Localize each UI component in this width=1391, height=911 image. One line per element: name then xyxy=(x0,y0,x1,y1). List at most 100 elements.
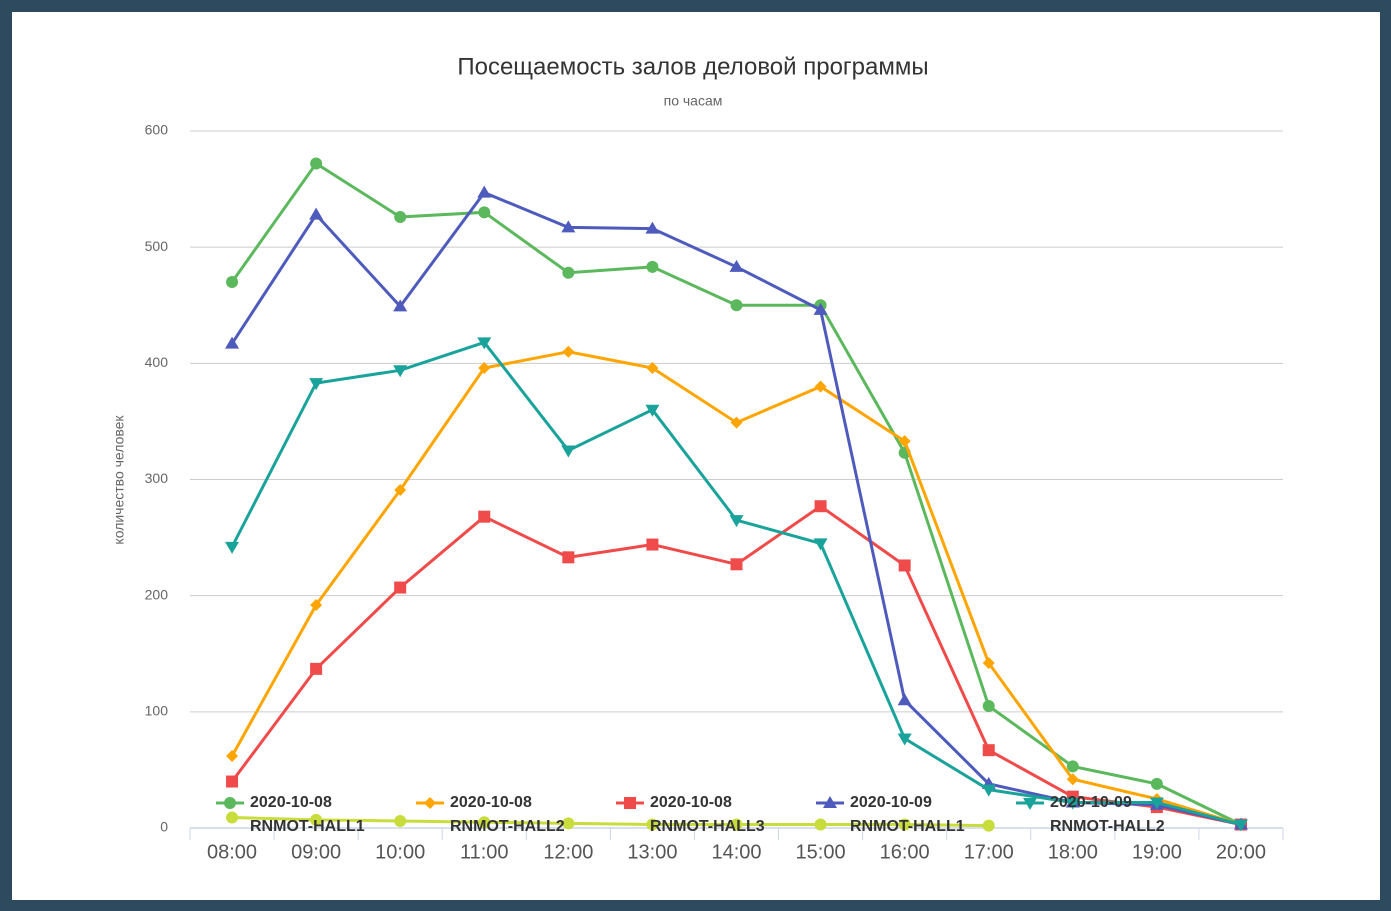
x-tick-label: 18:00 xyxy=(1048,841,1098,863)
data-point xyxy=(646,818,659,831)
series-line xyxy=(231,816,989,828)
data-point xyxy=(309,207,324,220)
x-tick-label: 08:00 xyxy=(207,841,257,863)
legend-item[interactable]: 2020-10-08 RNMOT-HALL3 xyxy=(614,791,780,839)
legend-label: 2020-10-09 RNMOT-HALL1 xyxy=(850,794,965,835)
legend-icon xyxy=(816,796,844,808)
data-point xyxy=(730,416,743,429)
x-tick-label: 16:00 xyxy=(880,841,930,863)
data-point xyxy=(310,813,323,826)
legend-label: 2020-10-09 RNMOT-HALL2 xyxy=(1050,794,1165,835)
chart-title: Посещаемость залов деловой программы xyxy=(457,53,928,80)
data-point xyxy=(729,259,744,272)
data-point xyxy=(478,816,491,829)
data-point xyxy=(898,435,911,448)
legend-marker xyxy=(224,797,236,809)
data-point xyxy=(898,818,911,831)
data-point xyxy=(898,559,911,572)
data-point xyxy=(981,784,996,797)
data-point xyxy=(226,276,239,289)
legend-label: 2020-10-08 RNMOT-HALL1 xyxy=(250,794,365,835)
data-point xyxy=(982,657,995,670)
data-point xyxy=(1066,773,1079,786)
data-point xyxy=(562,266,575,279)
x-tick-label: 12:00 xyxy=(543,841,593,863)
data-point xyxy=(394,210,407,223)
legend-item[interactable]: 2020-10-09 RNMOT-HALL2 xyxy=(1014,791,1180,839)
legend-marker xyxy=(424,797,436,809)
x-tick-label: 14:00 xyxy=(711,841,761,863)
data-point xyxy=(645,221,660,234)
data-point xyxy=(562,551,575,564)
data-point xyxy=(814,500,827,513)
data-point xyxy=(226,811,239,824)
data-point xyxy=(226,775,239,788)
x-tick-label: 09:00 xyxy=(291,841,341,863)
legend-icon xyxy=(616,797,644,809)
data-point xyxy=(394,581,407,594)
data-point xyxy=(813,538,828,551)
series-line xyxy=(230,504,1242,826)
data-point xyxy=(226,749,239,762)
data-point xyxy=(897,733,912,746)
legend-icon xyxy=(416,797,444,809)
y-tick-label: 300 xyxy=(145,470,169,486)
x-tick-label: 11:00 xyxy=(460,841,509,863)
data-point xyxy=(646,361,659,374)
data-point xyxy=(646,538,659,551)
legend-marker xyxy=(823,796,837,808)
series-line xyxy=(230,340,1242,826)
data-point xyxy=(394,815,407,828)
legend-marker xyxy=(1023,798,1037,810)
data-point xyxy=(730,818,743,831)
data-point xyxy=(561,220,576,233)
data-point xyxy=(814,818,827,831)
data-point xyxy=(225,336,240,349)
data-point xyxy=(394,483,407,496)
legend-label: 2020-10-08 RNMOT-HALL2 xyxy=(450,794,565,835)
data-point xyxy=(1233,819,1248,832)
y-tick-label: 400 xyxy=(145,354,169,370)
legend-item[interactable]: 2020-10-09 RNMOT-HALL1 xyxy=(814,791,980,839)
data-point xyxy=(1065,797,1080,810)
data-point xyxy=(477,337,492,350)
data-point xyxy=(561,445,576,458)
data-point xyxy=(897,693,912,706)
data-point xyxy=(645,404,660,417)
data-point xyxy=(562,817,575,830)
data-point xyxy=(730,299,743,312)
y-tick-label: 100 xyxy=(145,703,169,719)
data-point xyxy=(478,206,491,219)
legend-item[interactable]: 2020-10-08 RNMOT-HALL1 xyxy=(214,791,380,839)
data-point xyxy=(393,365,408,378)
x-tick-label: 13:00 xyxy=(627,841,677,863)
data-point xyxy=(310,662,323,675)
data-point xyxy=(982,819,995,832)
legend-item[interactable]: 2020-10-08 RNMOT-HALL2 xyxy=(414,791,580,839)
data-point xyxy=(477,185,492,198)
data-point xyxy=(1149,797,1164,810)
y-axis-label: количество человек xyxy=(111,415,127,545)
panel xyxy=(12,12,1380,900)
y-tick-label: 200 xyxy=(145,586,169,602)
y-tick-label: 500 xyxy=(145,238,169,254)
data-point xyxy=(813,302,828,315)
x-tick-label: 17:00 xyxy=(964,841,1014,863)
data-point xyxy=(982,700,995,713)
data-point xyxy=(478,361,491,374)
data-point xyxy=(478,510,491,523)
y-tick-label: 600 xyxy=(145,122,169,138)
data-point xyxy=(393,299,408,312)
x-tick-label: 19:00 xyxy=(1132,841,1182,863)
x-tick-label: 15:00 xyxy=(796,841,846,863)
series-line xyxy=(230,190,1242,826)
data-point xyxy=(562,345,575,358)
data-point xyxy=(310,598,323,611)
data-point xyxy=(309,378,324,391)
data-point xyxy=(730,558,743,571)
legend-icon xyxy=(216,797,244,809)
x-tick-label: 10:00 xyxy=(375,841,425,863)
data-point xyxy=(310,157,323,170)
